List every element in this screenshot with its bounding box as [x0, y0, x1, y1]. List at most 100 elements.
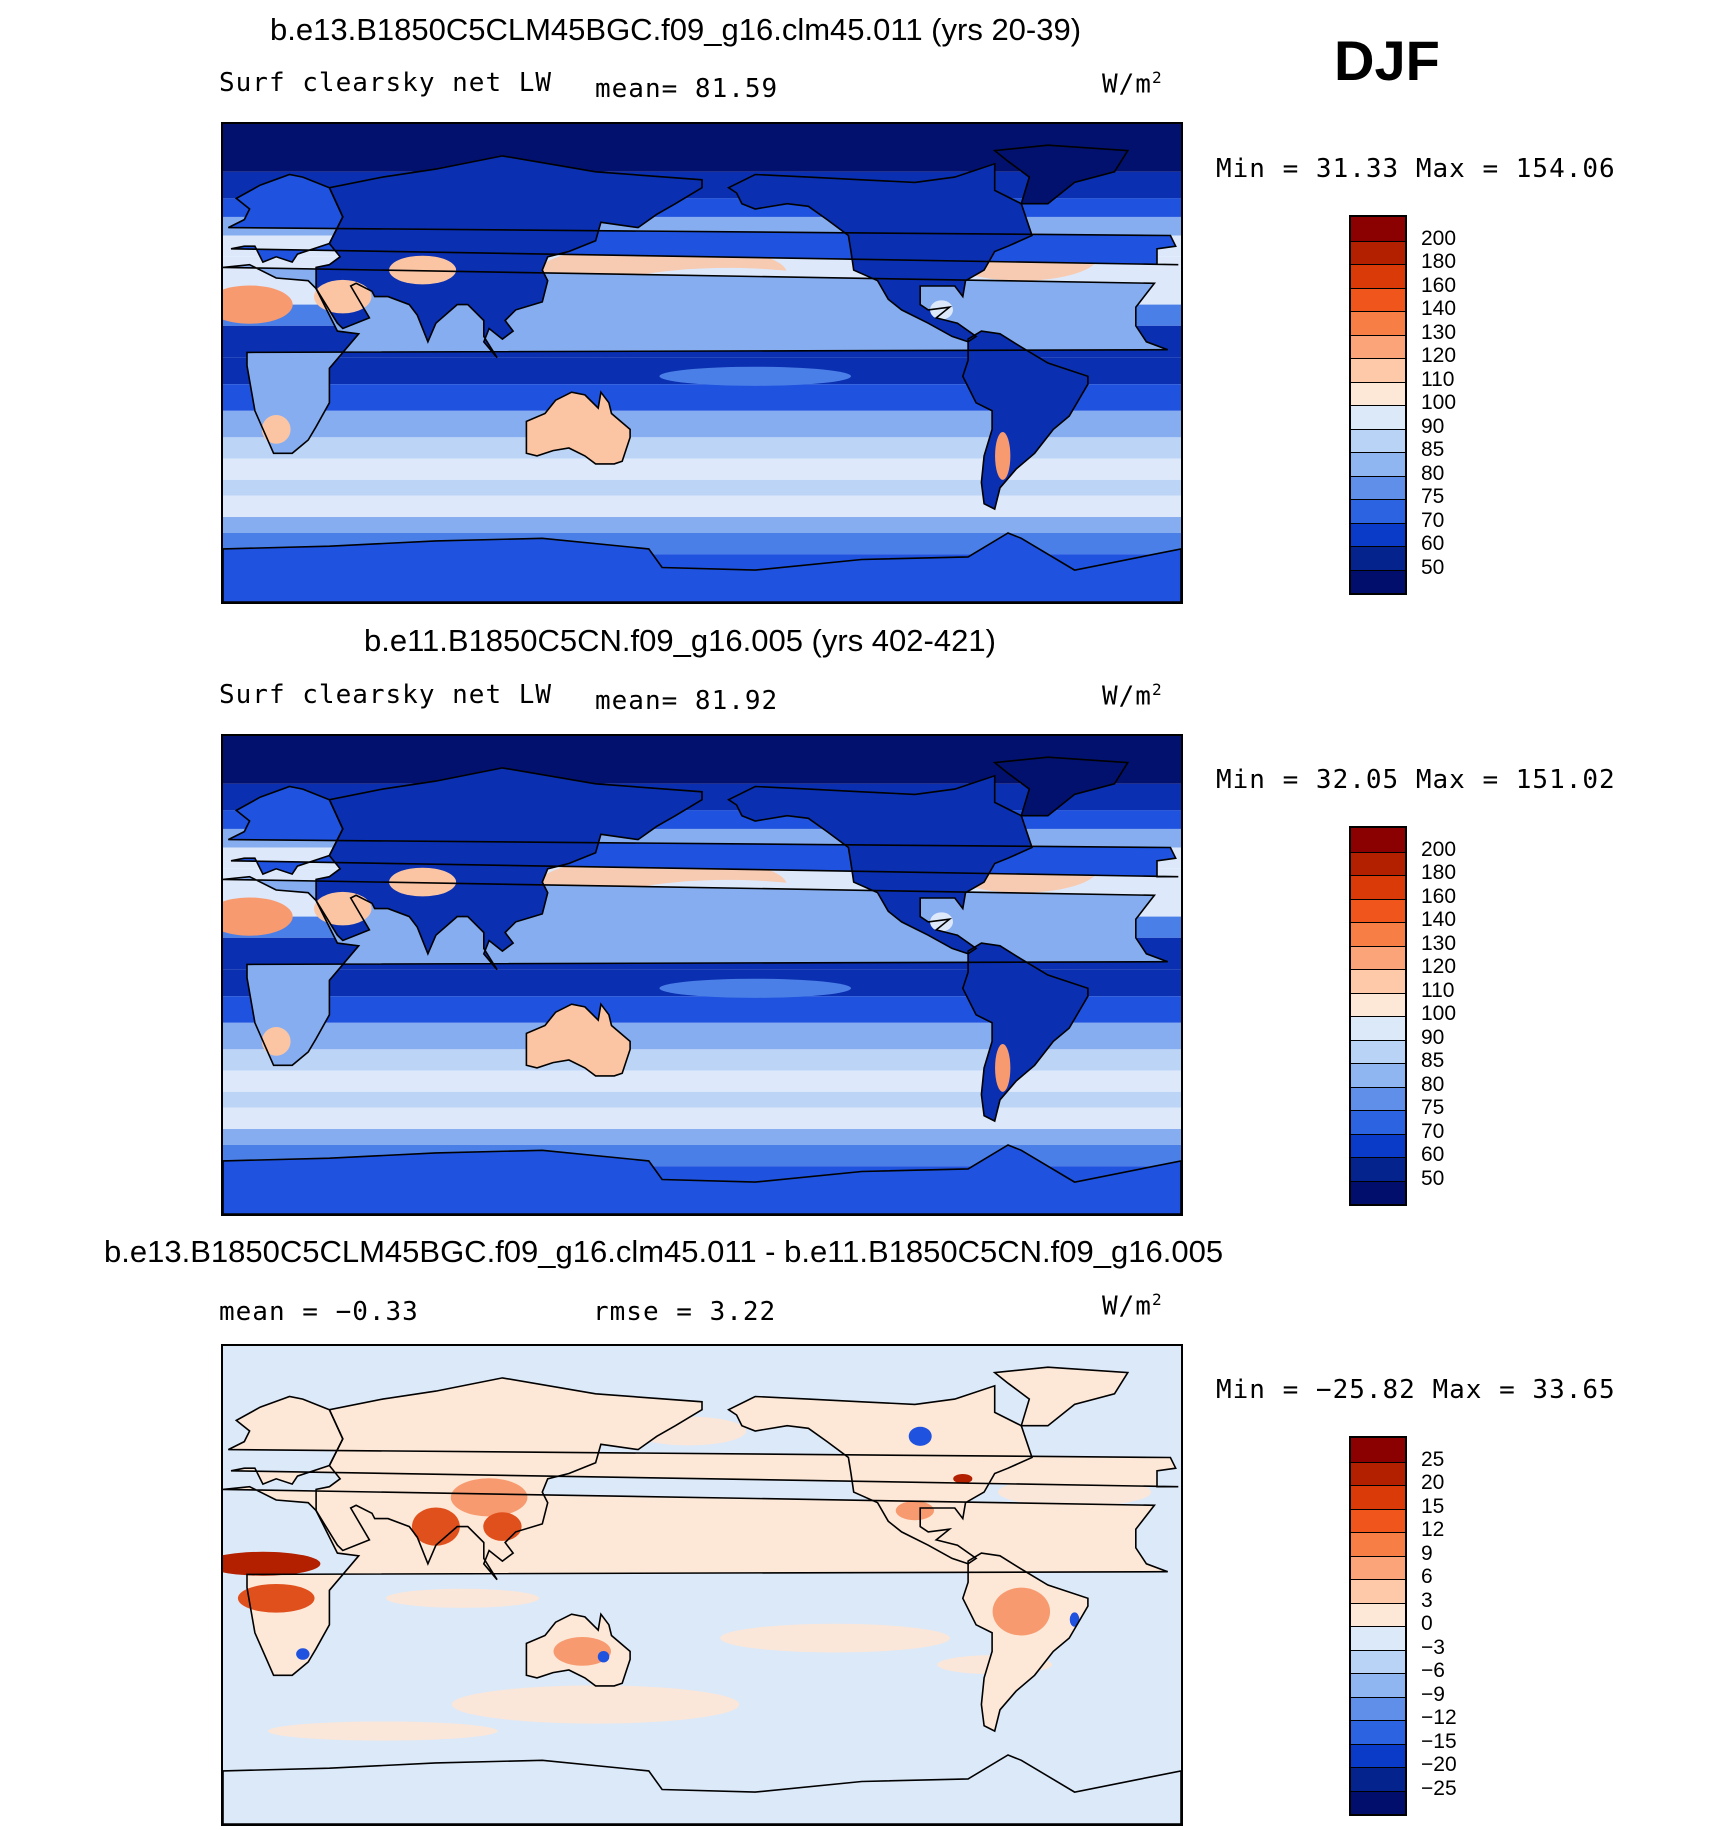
- colorbar-swatch: [1351, 969, 1405, 993]
- colorbar-swatch: [1351, 1626, 1405, 1650]
- coastline-greenland: [992, 144, 1130, 205]
- colorbar-label: 140: [1421, 908, 1457, 931]
- colorbar-swatch: [1351, 428, 1405, 452]
- colorbar-swatch: [1351, 898, 1405, 922]
- colorbar-label: 90: [1421, 414, 1445, 438]
- colorbar-swatch: [1351, 1461, 1405, 1485]
- colorbar-label: 85: [1421, 438, 1445, 461]
- colorbar-swatch: [1351, 546, 1405, 570]
- colorbar-swatch: [1351, 922, 1405, 946]
- colorbar-swatch: [1351, 1157, 1405, 1181]
- coastline-samerica: [961, 942, 1089, 1123]
- colorbar-swatch: [1351, 1063, 1405, 1087]
- panel-2-mean: mean= 81.92: [595, 686, 779, 716]
- colorbar-swatch: [1351, 311, 1405, 335]
- colorbar-swatch: [1351, 1086, 1405, 1110]
- colorbar-swatch: [1351, 1673, 1405, 1697]
- colorbar-label: 120: [1421, 344, 1457, 367]
- coastline-africa: [223, 1485, 1168, 1677]
- colorbar-swatch: [1351, 1602, 1405, 1626]
- coastline-antarctica: [223, 532, 1181, 602]
- colorbar-swatch: [1351, 240, 1405, 264]
- colorbar-swatch: [1351, 1016, 1405, 1040]
- colorbar-label: 160: [1421, 273, 1457, 297]
- colorbar-swatch: [1351, 992, 1405, 1016]
- colorbar-swatch: [1351, 217, 1405, 241]
- panel-3-map: [221, 1344, 1183, 1826]
- coastline-antarctica: [223, 1144, 1181, 1214]
- colorbar-label: 50: [1421, 555, 1445, 579]
- panel-1-minmax: Min = 31.33 Max = 154.06: [1216, 154, 1616, 184]
- panel-1-map: [221, 122, 1183, 604]
- colorbar-swatch: [1351, 1767, 1405, 1791]
- colorbar-swatch: [1351, 875, 1405, 899]
- colorbar-swatch: [1351, 1438, 1405, 1462]
- coastline-namerica: [727, 162, 1033, 343]
- colorbar-swatch: [1351, 1133, 1405, 1157]
- colorbar-swatch: [1351, 1508, 1405, 1532]
- colorbar-swatch: [1351, 1180, 1405, 1204]
- panel-2-variable: Surf clearsky net LW: [219, 680, 553, 710]
- colorbar-label: −3: [1421, 1635, 1445, 1659]
- colorbar-label: 110: [1421, 367, 1455, 391]
- colorbar-swatch: [1351, 1696, 1405, 1720]
- colorbar-label: 25: [1421, 1447, 1445, 1471]
- colorbar-label: 140: [1421, 297, 1457, 320]
- coastline-australia: [525, 1612, 631, 1687]
- coastline-australia: [525, 1002, 631, 1077]
- colorbar-label: 50: [1421, 1166, 1445, 1190]
- colorbar-swatch: [1351, 1485, 1405, 1509]
- colorbar-swatch: [1351, 1579, 1405, 1603]
- panel-1-mean: mean= 81.59: [595, 74, 779, 104]
- colorbar-label: −25: [1421, 1776, 1457, 1800]
- colorbar-label: 160: [1421, 884, 1457, 908]
- coastline-africa: [223, 263, 1168, 455]
- colorbar-swatch: [1351, 405, 1405, 429]
- panel-3-minmax: Min = −25.82 Max = 33.65: [1216, 1375, 1616, 1405]
- colorbar-swatch: [1351, 1110, 1405, 1134]
- colorbar-label: −20: [1421, 1753, 1457, 1776]
- coastline-asia: [315, 767, 703, 971]
- colorbar-swatch: [1351, 851, 1405, 875]
- coastline-antarctica: [223, 1754, 1181, 1824]
- coastline-namerica: [727, 1384, 1033, 1565]
- coastline-africa: [223, 875, 1168, 1067]
- colorbar-label: 130: [1421, 931, 1457, 955]
- colorbar-label: 60: [1421, 532, 1445, 555]
- colorbar-label: 75: [1421, 1096, 1445, 1119]
- colorbar-label: 200: [1421, 226, 1457, 250]
- colorbar-label: 180: [1421, 861, 1457, 884]
- coastline-asia: [315, 1377, 703, 1581]
- panel-3-colorbar: [1349, 1436, 1407, 1816]
- colorbar-swatch: [1351, 1720, 1405, 1744]
- coastline-namerica: [727, 774, 1033, 955]
- colorbar-swatch: [1351, 287, 1405, 311]
- colorbar-swatch: [1351, 1039, 1405, 1063]
- colorbar-label: −15: [1421, 1729, 1457, 1753]
- colorbar-swatch: [1351, 499, 1405, 523]
- panel-2-units: W/m2: [1102, 680, 1163, 712]
- colorbar-label: 60: [1421, 1143, 1445, 1166]
- coastline-samerica: [961, 1552, 1089, 1733]
- colorbar-swatch: [1351, 1555, 1405, 1579]
- colorbar-label: 80: [1421, 1072, 1445, 1096]
- colorbar-label: 90: [1421, 1025, 1445, 1049]
- colorbar-label: 20: [1421, 1471, 1445, 1494]
- coastline-greenland: [992, 756, 1130, 817]
- colorbar-label: 0: [1421, 1612, 1433, 1635]
- panel-2-map: [221, 734, 1183, 1216]
- colorbar-label: 70: [1421, 1119, 1445, 1143]
- panel-3-mean: mean = −0.33: [219, 1297, 419, 1327]
- colorbar-swatch: [1351, 381, 1405, 405]
- colorbar-label: 100: [1421, 391, 1457, 414]
- colorbar-label: −6: [1421, 1659, 1445, 1682]
- colorbar-label: 100: [1421, 1002, 1457, 1025]
- colorbar-label: 85: [1421, 1049, 1445, 1072]
- panel-1-title: b.e13.B1850C5CLM45BGC.f09_g16.clm45.011 …: [270, 12, 1082, 47]
- colorbar-label: 15: [1421, 1494, 1445, 1518]
- colorbar-swatch: [1351, 264, 1405, 288]
- panel-3-units: W/m2: [1102, 1290, 1163, 1322]
- colorbar-label: 75: [1421, 485, 1445, 508]
- coastline-greenland: [992, 1366, 1130, 1427]
- panel-3-rmse: rmse = 3.22: [593, 1297, 777, 1327]
